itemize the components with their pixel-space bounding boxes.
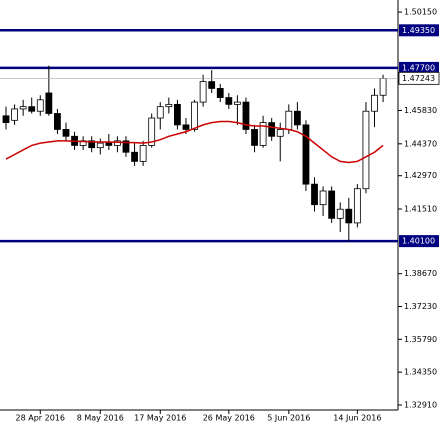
candle-body <box>293 110 301 126</box>
candle-body <box>11 108 18 121</box>
candle-body <box>191 101 198 130</box>
candle-body <box>251 129 258 146</box>
candle-body <box>285 110 293 130</box>
candle-body <box>328 190 336 219</box>
level-label-box <box>399 235 439 248</box>
y-tick-label: 1.44370 <box>404 139 437 148</box>
level-label-box <box>399 24 439 37</box>
candle-body <box>199 81 207 103</box>
candle-body <box>148 117 156 146</box>
candle-body <box>156 106 164 119</box>
candle-body <box>353 188 361 224</box>
candle-body <box>182 124 190 130</box>
x-tick-label: 26 May 2016 <box>203 414 255 423</box>
candle-body <box>165 103 173 108</box>
candle-body <box>105 142 113 146</box>
level-label-box <box>399 61 439 74</box>
candle-body <box>259 122 267 146</box>
x-tick-label: 8 May 2016 <box>77 414 124 423</box>
candle-body <box>2 115 10 124</box>
candle-body <box>268 122 276 137</box>
y-tick-label: 1.32910 <box>404 400 437 409</box>
candle-body <box>96 142 104 149</box>
candle-body <box>276 129 284 137</box>
candle-body <box>319 190 327 206</box>
candle-body <box>45 92 53 114</box>
candle-body <box>233 101 241 105</box>
candle-body <box>371 94 378 112</box>
candle-body <box>208 81 216 89</box>
candle-body <box>173 103 181 126</box>
y-tick-label: 1.37230 <box>404 302 437 311</box>
y-tick-label: 1.35790 <box>404 335 437 344</box>
current-price-box <box>398 71 440 85</box>
y-tick-label: 1.34350 <box>404 368 437 377</box>
candle-body <box>122 140 130 153</box>
level-label: 1.47700 <box>402 63 435 72</box>
candle-body <box>88 140 96 149</box>
moving-average <box>5 120 384 164</box>
x-tick-label: 5 Jun 2016 <box>267 414 310 423</box>
candle-body <box>336 208 344 219</box>
candle-body <box>345 208 353 224</box>
candle-body <box>28 106 36 112</box>
candle-body <box>131 151 138 162</box>
candle-body <box>302 124 310 185</box>
y-tick-label: 1.45830 <box>404 106 437 115</box>
candle-body <box>311 183 318 206</box>
x-tick-label: 28 Apr 2016 <box>16 414 65 423</box>
candle-body <box>54 113 61 130</box>
y-tick-label: 1.41510 <box>404 204 437 213</box>
candle-body <box>36 99 44 112</box>
y-tick-label: 1.38670 <box>404 269 437 278</box>
candle-body <box>19 106 27 110</box>
level-label: 1.40100 <box>402 237 435 246</box>
level-label: 1.49350 <box>402 26 435 35</box>
y-tick-label: 1.50150 <box>404 8 437 17</box>
x-tick-label: 14 Jun 2016 <box>333 414 381 423</box>
candle-body <box>114 140 121 146</box>
y-tick-label: 1.42970 <box>404 171 437 180</box>
candle-body <box>379 77 387 96</box>
current-price-label: 1.47243 <box>402 74 435 83</box>
candle-body <box>62 129 70 137</box>
candle-body <box>216 88 224 98</box>
candle-body <box>242 101 250 130</box>
x-tick-label: 17 May 2016 <box>134 414 186 423</box>
candle-body <box>362 110 370 190</box>
candle-body <box>139 145 147 162</box>
candle-body <box>225 97 233 105</box>
